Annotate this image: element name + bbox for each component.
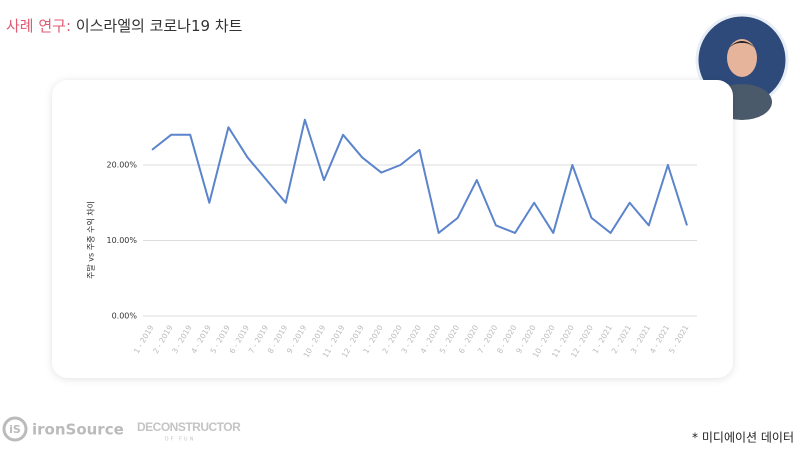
footnote: * 미디에이션 데이터 bbox=[692, 431, 794, 445]
y-tick-label: 0.00% bbox=[112, 312, 138, 321]
logo-mark: iS bbox=[9, 423, 21, 436]
data-line bbox=[151, 118, 688, 234]
title-text: 이스라엘의 코로나19 차트 bbox=[76, 17, 243, 35]
deconstructor-logo: DECONSTRUCTOR bbox=[137, 420, 241, 434]
y-tick-label: 10.00% bbox=[106, 236, 137, 245]
y-tick-label: 20.00% bbox=[106, 161, 137, 170]
ironsource-logo: iS ironSource bbox=[2, 416, 124, 442]
title-prefix: 사례 연구: bbox=[6, 17, 71, 35]
y-axis-label: 주말 vs 주중 수익 차이 bbox=[86, 201, 96, 279]
logo-text: ironSource bbox=[32, 421, 124, 439]
deconstructor-sub: OF FUN bbox=[165, 437, 196, 443]
slide-title: 사례 연구: 이스라엘의 코로나19 차트 bbox=[6, 17, 243, 35]
